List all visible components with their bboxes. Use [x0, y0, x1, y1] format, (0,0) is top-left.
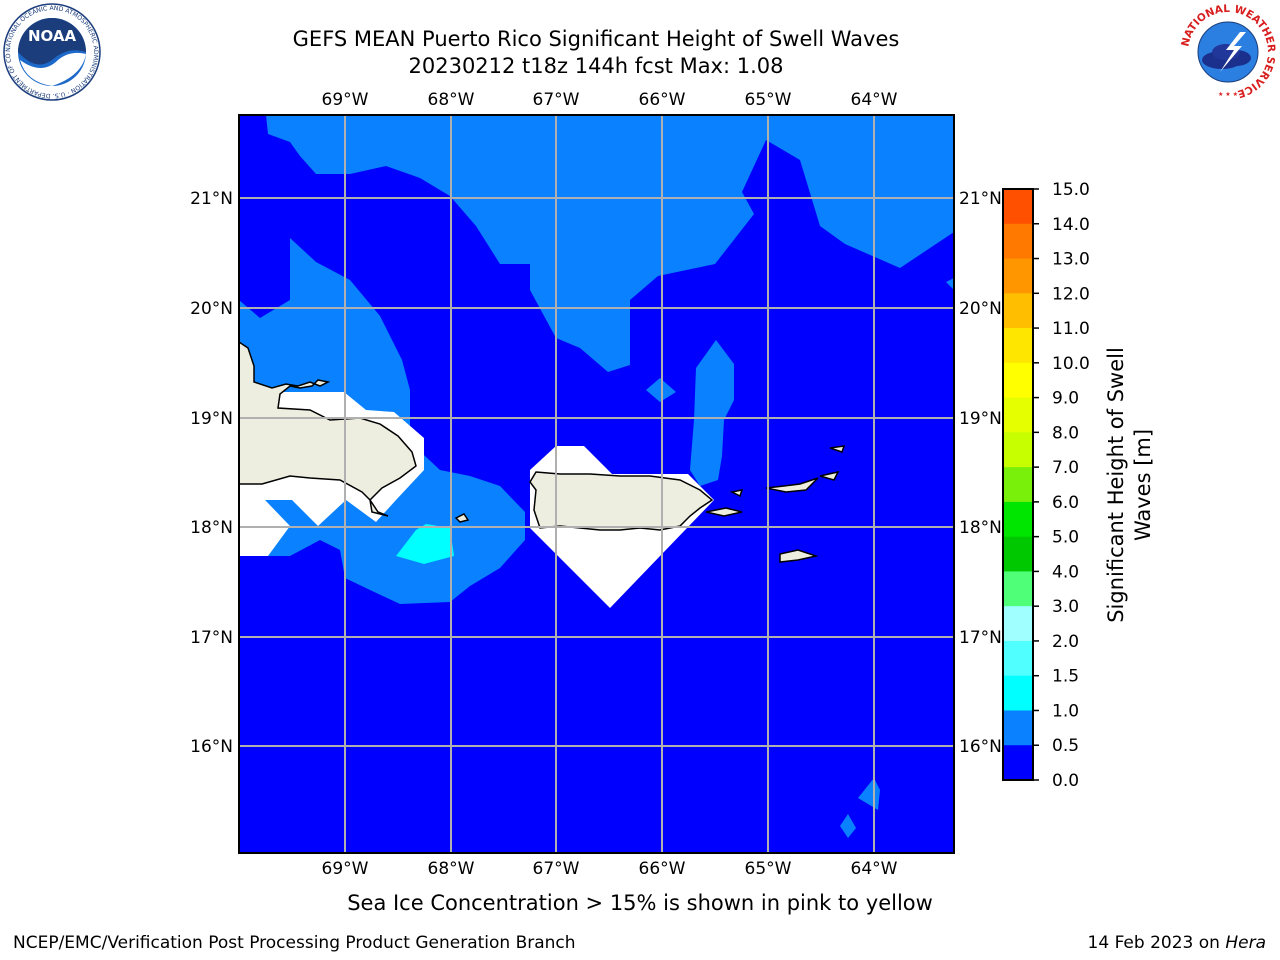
colorbar-segment: [1003, 745, 1033, 781]
land-tortola: [819, 470, 840, 481]
colorbar: 15.0 14.0 13.0 12.0 11.0 10.0 9.0 8.0 7.0 6.0 5.0 4…: [1001, 180, 1155, 791]
colorbar-tick-label: 5.0: [1052, 528, 1079, 548]
colorbar-frame: [1002, 188, 1034, 781]
lon-label: 66°W: [639, 859, 686, 879]
footer-host: Hera: [1225, 933, 1266, 953]
colorbar-segment: [1003, 258, 1033, 294]
lat-label: 21°N: [190, 189, 233, 209]
colorbar-segment: [1003, 710, 1033, 746]
lat-label: 17°N: [959, 628, 1002, 648]
lat-labels-right: 21°N 20°N 19°N 18°N 17°N 16°N: [959, 189, 1002, 757]
colorbar-tick-label: 1.5: [1052, 667, 1079, 687]
swell-fill-0.5-1-north: [239, 115, 954, 372]
colorbar-tick-label: 4.0: [1052, 562, 1079, 582]
sea-ice-note: Sea Ice Concentration > 15% is shown in …: [347, 891, 933, 915]
lon-label: 69°W: [322, 90, 369, 110]
lat-label: 19°N: [190, 409, 233, 429]
colorbar-segment: [1003, 536, 1033, 572]
colorbar-segment: [1003, 467, 1033, 503]
lon-label: 68°W: [428, 90, 475, 110]
colorbar-tick-labels: 15.0 14.0 13.0 12.0 11.0 10.0 9.0 8.0 7.0 6.0 5.0 4…: [1052, 180, 1090, 791]
land-anegada: [829, 445, 846, 453]
lat-label: 16°N: [959, 737, 1002, 757]
noaa-logo: NATIONAL OCEANIC AND ATMOSPHERIC ADMINIS…: [2, 2, 101, 101]
colorbar-ticks: [1033, 188, 1039, 781]
colorbar-tick-label: 2.0: [1052, 632, 1079, 652]
lon-label: 69°W: [322, 859, 369, 879]
land-mona-island: [454, 513, 470, 523]
lon-label: 64°W: [851, 90, 898, 110]
chart-subtitle: 20230212 t18z 144h fcst Max: 1.08: [408, 54, 784, 78]
colorbar-tick-label: 8.0: [1052, 423, 1079, 443]
land-vieques: [705, 507, 743, 517]
lon-labels-top: 69°W 68°W 67°W 66°W 65°W 64°W: [322, 90, 898, 110]
colorbar-segment: [1003, 189, 1033, 225]
lat-label: 18°N: [190, 518, 233, 538]
colorbar-tick-label: 6.0: [1052, 493, 1079, 513]
lat-label: 20°N: [959, 299, 1002, 319]
svg-text:★ ★ ★: ★ ★ ★: [1218, 91, 1238, 98]
colorbar-label-line2: Waves [m]: [1131, 429, 1155, 541]
lat-label: 16°N: [190, 737, 233, 757]
colorbar-tick-label: 14.0: [1052, 215, 1090, 235]
colorbar-segment: [1003, 293, 1033, 329]
noaa-logo-text: NOAA: [28, 27, 77, 45]
colorbar-tick-label: 11.0: [1052, 319, 1090, 339]
swell-fill-1-1.5: [396, 524, 454, 564]
land-culebra: [729, 489, 744, 498]
colorbar-tick-label: 7.0: [1052, 458, 1079, 478]
colorbar-tick-label: 3.0: [1052, 597, 1079, 617]
swell-fill-0.5-1-south2: [840, 814, 856, 838]
colorbar-segment: [1003, 606, 1033, 642]
lon-label: 65°W: [745, 859, 792, 879]
colorbar-segment: [1003, 571, 1033, 607]
lon-label: 66°W: [639, 90, 686, 110]
land-virgin-islands: [765, 477, 819, 493]
footer-date: 14 Feb 2023 on Hera: [1088, 933, 1266, 953]
colorbar-tick-label: 12.0: [1052, 284, 1090, 304]
lat-label: 19°N: [959, 409, 1002, 429]
lat-label: 20°N: [190, 299, 233, 319]
colorbar-segments: [1003, 189, 1033, 781]
lat-label: 18°N: [959, 518, 1002, 538]
colorbar-segment: [1003, 362, 1033, 399]
colorbar-label-line1: Significant Height of Swell: [1104, 347, 1128, 623]
colorbar-tick-label: 13.0: [1052, 250, 1090, 270]
lat-label: 21°N: [959, 189, 1002, 209]
lon-label: 67°W: [533, 90, 580, 110]
lon-label: 68°W: [428, 859, 475, 879]
colorbar-segment: [1003, 328, 1033, 364]
swell-fill-0.5-1-east: [690, 340, 734, 486]
colorbar-segment: [1003, 223, 1033, 260]
lat-label: 17°N: [190, 628, 233, 648]
colorbar-segment: [1003, 432, 1033, 468]
lon-labels-bottom: 69°W 68°W 67°W 66°W 65°W 64°W: [322, 859, 898, 879]
colorbar-tick-label: 10.0: [1052, 354, 1090, 374]
map-plot: [239, 115, 954, 853]
colorbar-tick-label: 15.0: [1052, 180, 1090, 200]
footer-date-text: 14 Feb 2023 on: [1087, 933, 1226, 953]
lon-label: 64°W: [851, 859, 898, 879]
footer-credit: NCEP/EMC/Verification Post Processing Pr…: [13, 933, 576, 953]
nws-logo: NATIONAL WEATHER SERVICE ★ ★ ★: [1179, 3, 1277, 100]
colorbar-segment: [1003, 640, 1033, 677]
colorbar-tick-label: 0.0: [1052, 771, 1079, 791]
colorbar-tick-label: 1.0: [1052, 701, 1079, 721]
swell-fill-0.5-1-edge: [946, 278, 954, 290]
lat-labels-left: 21°N 20°N 19°N 18°N 17°N 16°N: [190, 189, 233, 757]
colorbar-segment: [1003, 501, 1033, 538]
lon-label: 65°W: [745, 90, 792, 110]
grid-lines: [239, 115, 954, 853]
colorbar-tick-label: 9.0: [1052, 389, 1079, 409]
land-st-croix: [779, 549, 819, 563]
lon-label: 67°W: [533, 859, 580, 879]
chart-title: GEFS MEAN Puerto Rico Significant Height…: [292, 27, 900, 51]
colorbar-segment: [1003, 397, 1033, 433]
map-frame: [238, 114, 955, 854]
colorbar-segment: [1003, 675, 1033, 711]
colorbar-tick-label: 0.5: [1052, 736, 1079, 756]
